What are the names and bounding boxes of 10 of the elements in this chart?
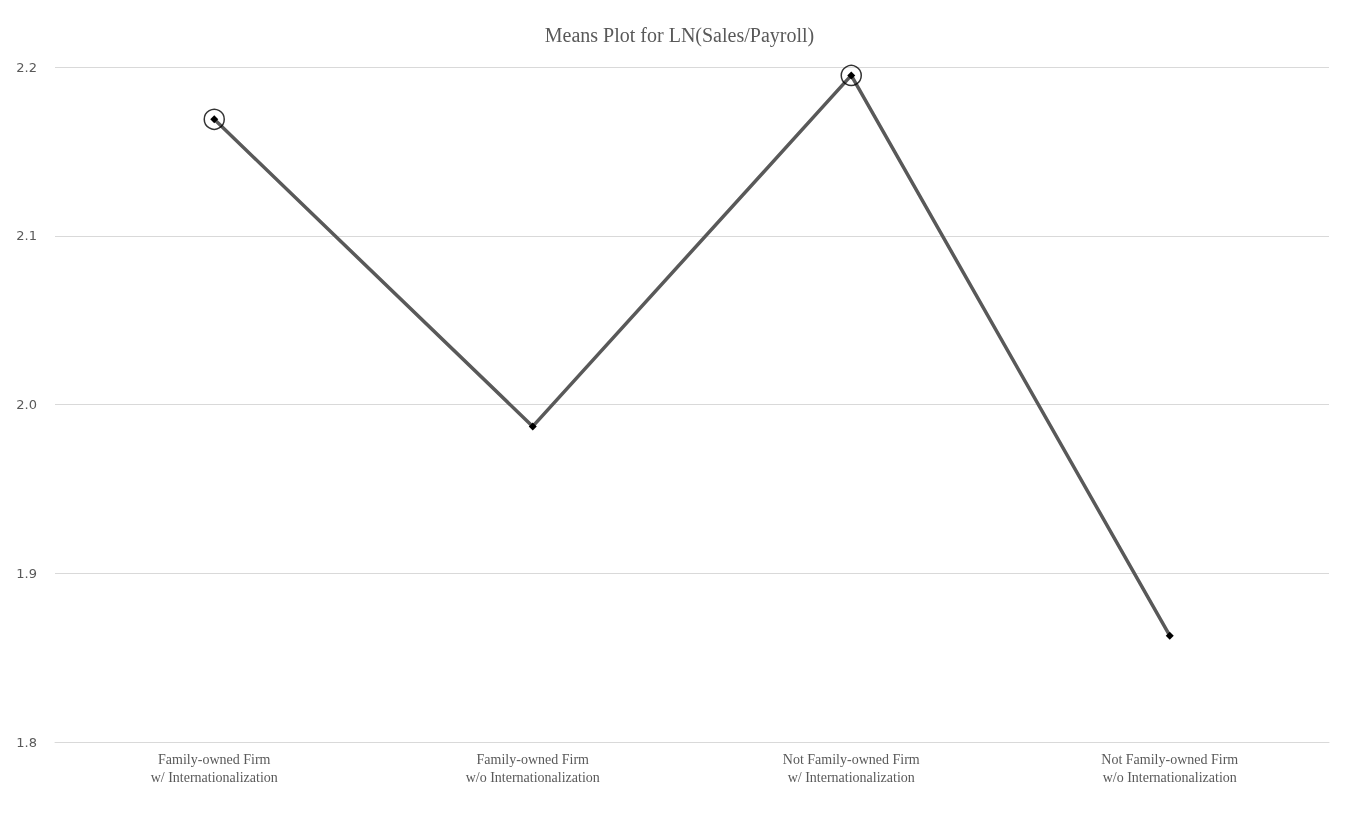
y-tick-label: 2.2	[16, 59, 37, 75]
x-tick-label: Family-owned Firm w/ Internationalization	[150, 751, 278, 785]
y-tick-label: 1.8	[16, 734, 37, 750]
x-tick-label: Family-owned Firm w/o Internationalization	[465, 751, 600, 785]
x-tick-label: Not Family-owned Firm w/o Internationalization	[1101, 751, 1239, 785]
chart-title: Means Plot for LN(Sales/Payroll)	[544, 24, 815, 47]
y-tick-label: 1.9	[16, 565, 37, 581]
y-tick-label: 2.0	[16, 397, 37, 412]
y-tick-label: 2.1	[16, 228, 37, 244]
x-tick-label: Not Family-owned Firm w/ Internationalization	[782, 751, 920, 785]
